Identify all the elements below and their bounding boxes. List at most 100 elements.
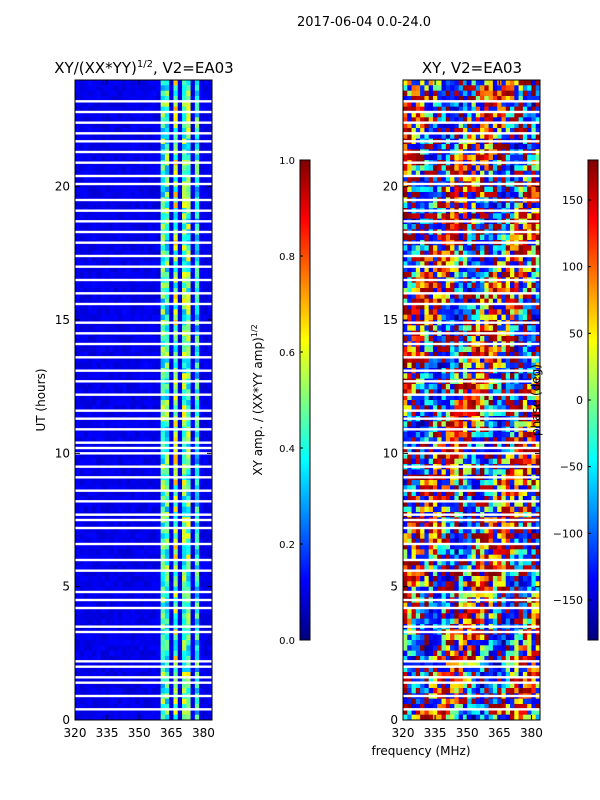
amplitude-heatmap-cell xyxy=(87,117,93,123)
amplitude-heatmap-cell xyxy=(164,522,170,529)
amplitude-heatmap-cell xyxy=(203,650,209,657)
amplitude-heatmap-cell xyxy=(130,688,136,694)
phase-heatmap-cell xyxy=(518,170,524,177)
amplitude-heatmap-cell xyxy=(147,389,153,395)
amplitude-heatmap-cell xyxy=(126,437,131,443)
phase-heatmap-cell xyxy=(497,106,502,113)
amplitude-heatmap-cell xyxy=(177,309,183,315)
amplitude-y-tick-label: 15 xyxy=(55,313,70,327)
phase-heatmap-cell xyxy=(432,202,438,209)
amplitude-heatmap-cell xyxy=(79,101,84,107)
amplitude-heatmap-cell xyxy=(126,688,131,694)
amplitude-heatmap-cell xyxy=(156,394,161,401)
phase-heatmap-cell xyxy=(480,96,485,102)
amplitude-heatmap-cell xyxy=(92,186,97,193)
amplitude-heatmap-cell xyxy=(109,682,114,689)
amplitude-heatmap-cell xyxy=(104,202,110,209)
phase-heatmap-cell xyxy=(454,117,459,123)
phase-heatmap-cell xyxy=(510,122,515,129)
amplitude-heatmap-cell xyxy=(147,432,153,438)
amplitude-heatmap-cell xyxy=(207,565,212,571)
amplitude-heatmap-cell xyxy=(104,362,110,369)
phase-heatmap-cell xyxy=(484,170,489,177)
phase-heatmap-cell xyxy=(407,112,412,118)
amplitude-heatmap-cell xyxy=(173,288,179,294)
amplitude-heatmap-cell xyxy=(79,549,84,555)
phase-heatmap-cell xyxy=(471,250,477,257)
amplitude-heatmap-cell xyxy=(96,293,101,299)
amplitude-heatmap-cell xyxy=(126,565,131,571)
amplitude-heatmap-cell xyxy=(79,192,84,198)
amplitude-heatmap-cell xyxy=(104,85,110,91)
amplitude-heatmap-cell xyxy=(182,384,187,390)
amplitude-heatmap-cell xyxy=(199,522,204,529)
amplitude-flagged-row xyxy=(75,465,212,468)
amplitude-heatmap-cell xyxy=(186,352,191,358)
amplitude-heatmap-cell xyxy=(143,293,149,299)
amplitude-heatmap-cell xyxy=(169,234,174,241)
amplitude-heatmap-cell xyxy=(203,106,209,113)
amplitude-heatmap-cell xyxy=(194,501,200,507)
amplitude-heatmap-cell xyxy=(139,186,144,193)
amplitude-heatmap-cell xyxy=(92,128,97,134)
amplitude-heatmap-cell xyxy=(117,634,123,641)
amplitude-heatmap-cell xyxy=(152,698,157,705)
amplitude-heatmap-cell xyxy=(100,442,106,449)
phase-heatmap-cell xyxy=(424,117,429,123)
amplitude-heatmap-cell xyxy=(169,672,174,678)
amplitude-heatmap-cell xyxy=(139,288,144,294)
phase-heatmap-cell xyxy=(497,101,502,107)
amplitude-heatmap-cell xyxy=(75,490,80,497)
amplitude-heatmap-cell xyxy=(147,192,153,198)
amplitude-flagged-row xyxy=(75,292,212,295)
phase-heatmap-cell xyxy=(411,170,417,177)
amplitude-heatmap-cell xyxy=(134,202,140,209)
amplitude-heatmap-cell xyxy=(96,357,101,363)
amplitude-heatmap-cell xyxy=(87,677,93,683)
amplitude-heatmap-cell xyxy=(113,192,119,198)
amplitude-heatmap-cell xyxy=(113,714,119,720)
amplitude-heatmap-cell xyxy=(199,565,204,571)
amplitude-heatmap-cell xyxy=(87,261,93,267)
amplitude-heatmap-cell xyxy=(100,122,106,129)
amplitude-heatmap-cell xyxy=(87,586,93,593)
phase-heatmap-cell xyxy=(535,112,540,118)
amplitude-heatmap-cell xyxy=(160,234,166,241)
phase-heatmap-cell xyxy=(450,144,455,150)
amplitude-heatmap-cell xyxy=(182,250,187,257)
amplitude-heatmap-cell xyxy=(134,293,140,299)
phase-heatmap-cell xyxy=(522,101,528,107)
amplitude-heatmap-cell xyxy=(156,224,161,230)
phase-heatmap-cell xyxy=(432,213,438,219)
amplitude-heatmap-cell xyxy=(164,469,170,475)
amplitude-heatmap-cell xyxy=(186,309,191,315)
phase-heatmap-cell xyxy=(497,133,502,139)
phase-heatmap-cell xyxy=(535,234,540,241)
amplitude-heatmap-cell xyxy=(104,298,110,305)
amplitude-heatmap-cell xyxy=(169,213,174,219)
amplitude-heatmap-cell xyxy=(83,613,89,619)
amplitude-heatmap-cell xyxy=(75,154,80,161)
amplitude-heatmap-cell xyxy=(164,608,170,614)
amplitude-heatmap-cell xyxy=(182,565,187,571)
amplitude-heatmap-cell xyxy=(126,165,131,171)
amplitude-heatmap-cell xyxy=(79,112,84,118)
amplitude-heatmap-cell xyxy=(190,656,196,662)
amplitude-heatmap-cell xyxy=(139,560,144,566)
amplitude-flagged-row xyxy=(75,182,212,186)
amplitude-heatmap-cell xyxy=(182,282,187,289)
phase-heatmap-cell xyxy=(462,144,468,150)
phase-heatmap-cell xyxy=(411,144,417,150)
amplitude-heatmap-cell xyxy=(139,640,144,646)
phase-heatmap-cell xyxy=(424,122,429,129)
amplitude-heatmap-cell xyxy=(117,394,123,401)
phase-heatmap-cell xyxy=(480,176,485,182)
amplitude-heatmap-cell xyxy=(194,672,200,678)
amplitude-heatmap-cell xyxy=(75,549,80,555)
amplitude-heatmap-cell xyxy=(92,554,97,561)
amplitude-heatmap-cell xyxy=(156,698,161,705)
amplitude-heatmap-cell xyxy=(87,480,93,486)
phase-heatmap-cell xyxy=(501,80,507,86)
amplitude-panel-title: XY/(XX*YY)1/2, V2=EA03 xyxy=(54,59,233,77)
amplitude-heatmap-cell xyxy=(169,506,174,513)
